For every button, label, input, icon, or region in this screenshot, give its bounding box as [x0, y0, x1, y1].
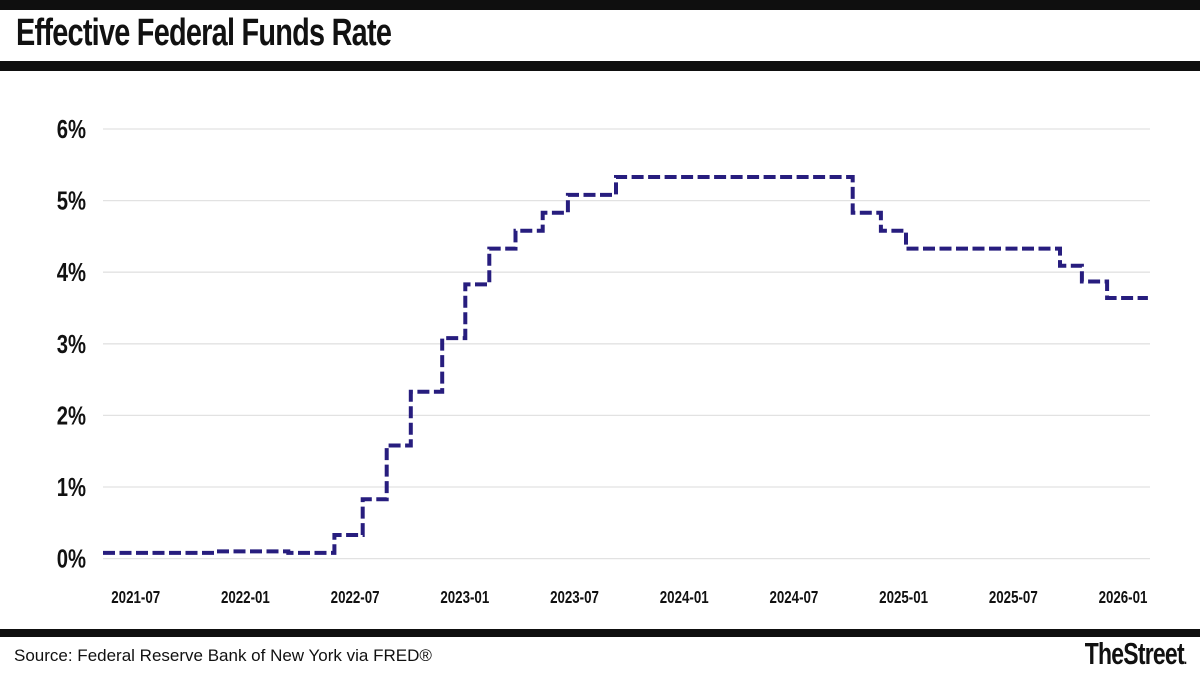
x-tick-label: 2024-01	[660, 588, 709, 607]
title-rule	[0, 61, 1200, 71]
top-rule	[0, 0, 1200, 10]
y-tick-label: 1%	[57, 473, 87, 502]
bottom-rule	[0, 629, 1200, 637]
x-tick-label: 2022-01	[221, 588, 270, 607]
thestreet-logo-period: .	[1183, 651, 1187, 668]
x-tick-label: 2025-07	[989, 588, 1038, 607]
y-tick-label: 0%	[57, 544, 87, 573]
y-tick-label: 3%	[57, 329, 87, 358]
x-tick-label: 2025-01	[879, 588, 928, 607]
x-tick-label: 2023-07	[550, 588, 599, 607]
thestreet-logo: TheStreet.	[1084, 636, 1186, 672]
source-attribution: Source: Federal Reserve Bank of New York…	[14, 646, 432, 665]
rate-line	[103, 175, 1148, 555]
chart-title: Effective Federal Funds Rate	[16, 12, 392, 54]
x-tick-label: 2023-01	[440, 588, 489, 607]
y-tick-label: 2%	[57, 401, 87, 430]
y-tick-label: 6%	[57, 115, 87, 144]
x-tick-label: 2022-07	[331, 588, 380, 607]
x-tick-label: 2024-07	[769, 588, 818, 607]
y-tick-label: 4%	[57, 258, 87, 287]
x-tick-label: 2021-07	[111, 588, 160, 607]
thestreet-logo-text: TheStreet	[1084, 636, 1184, 671]
y-tick-label: 5%	[57, 186, 87, 215]
x-tick-label: 2026-01	[1099, 588, 1148, 607]
